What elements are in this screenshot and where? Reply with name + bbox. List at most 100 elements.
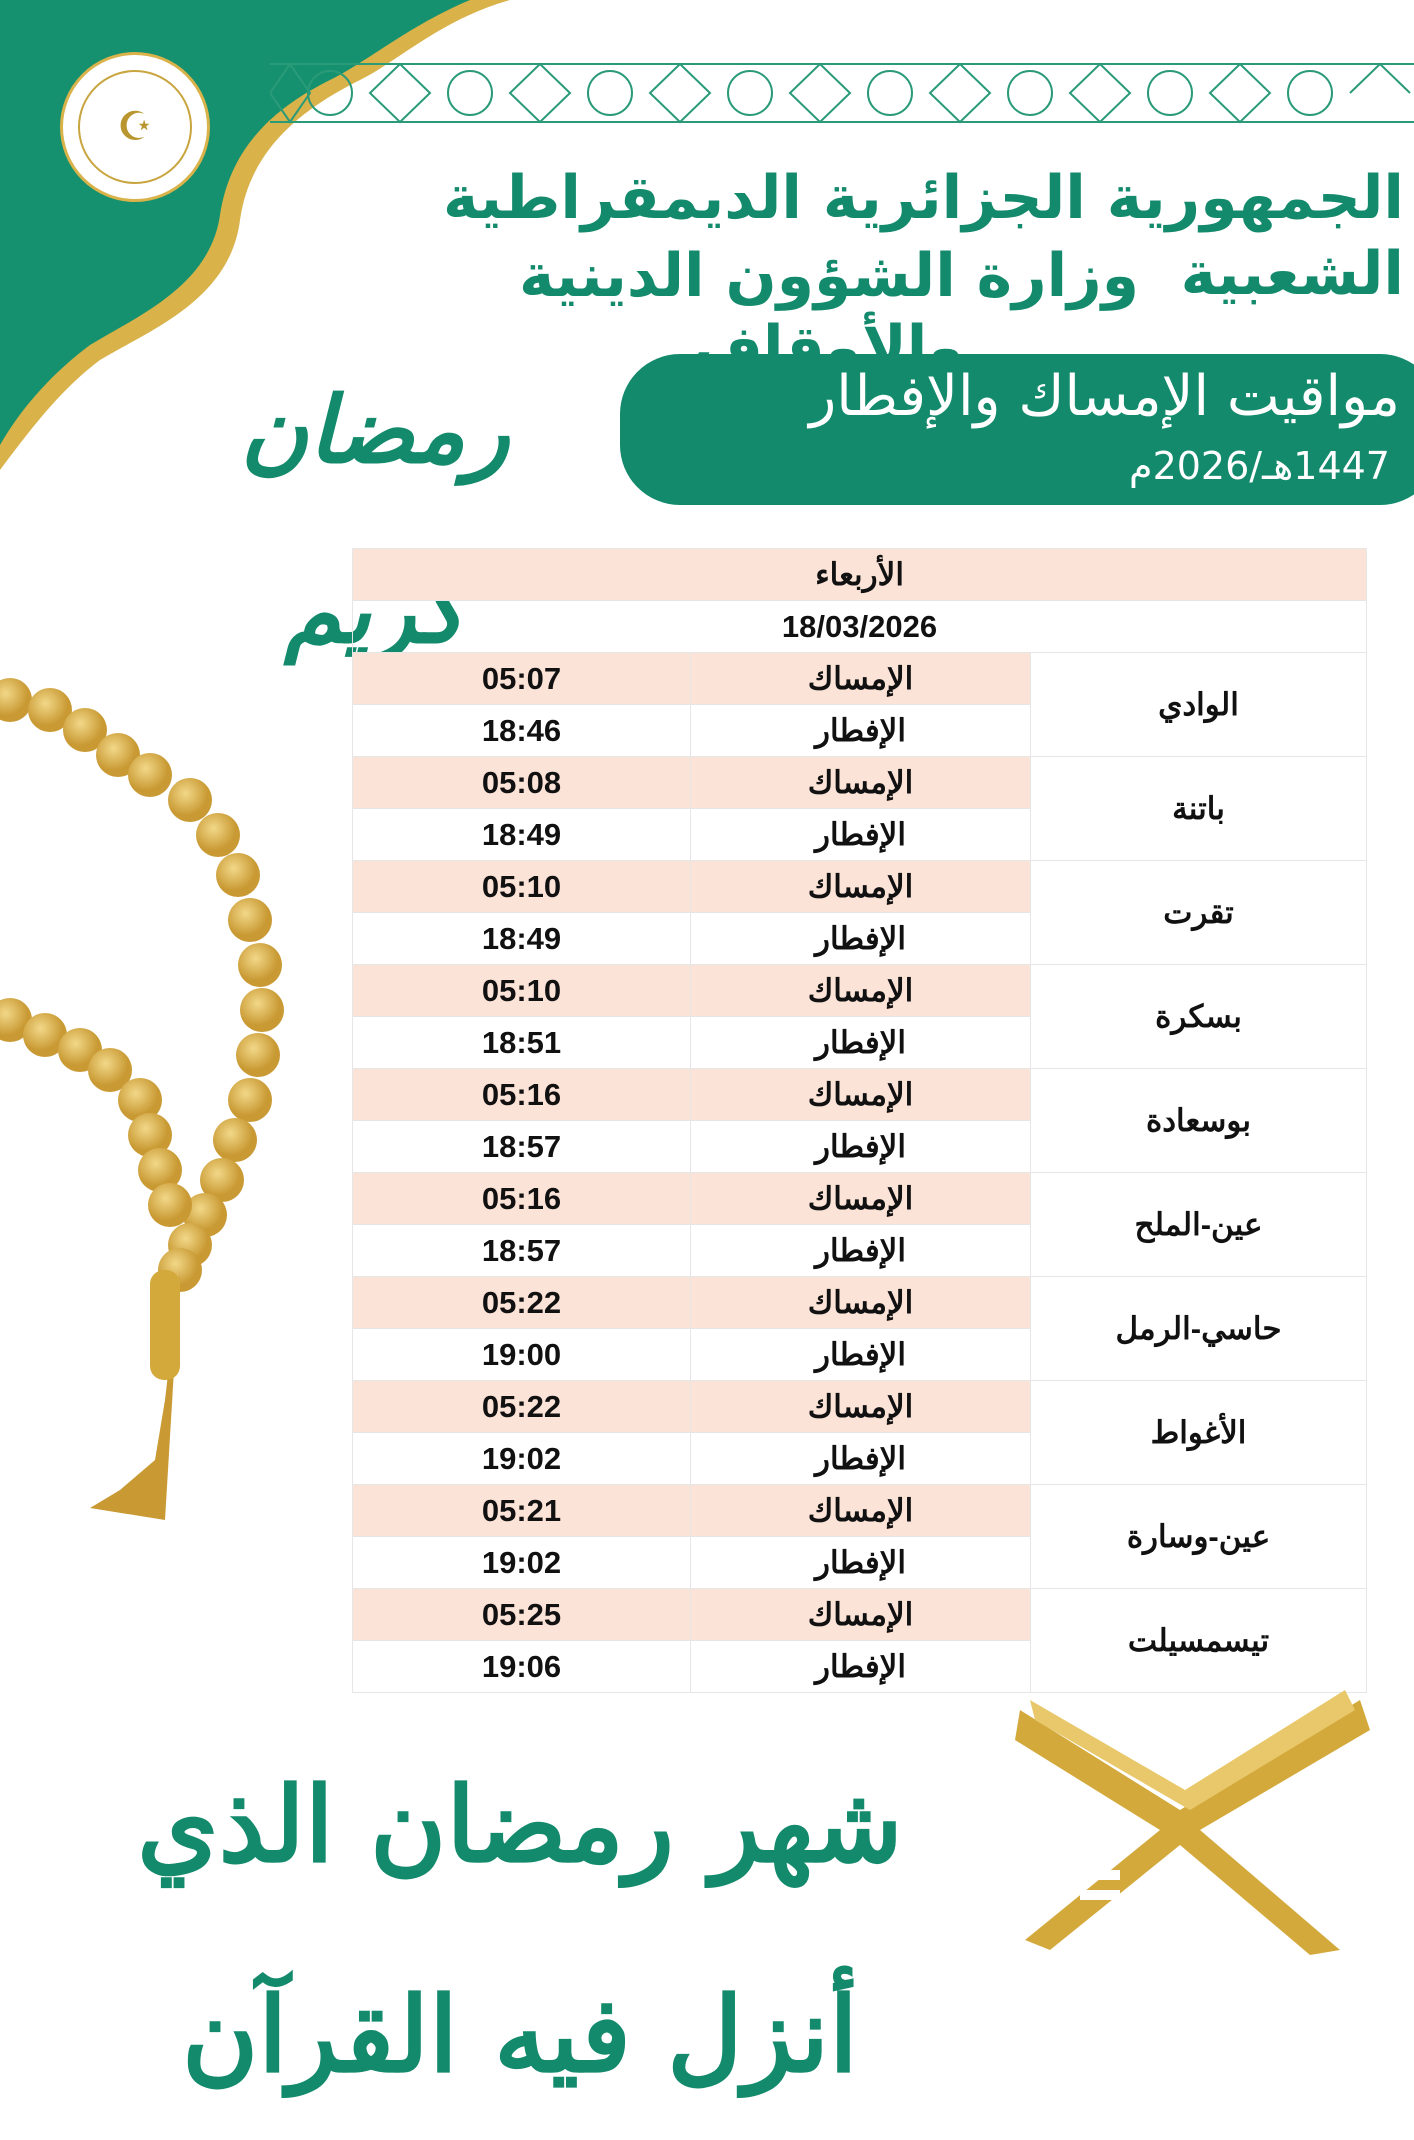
bead — [23, 1013, 67, 1057]
iftar-label: الإفطار — [690, 1536, 1031, 1589]
imsak-label: الإمساك — [690, 860, 1031, 913]
imsak-row: 05:22 الإمساك الأغواط — [352, 1380, 1367, 1485]
iftar-time: 18:51 — [352, 1016, 691, 1069]
verse-calligraphy: شهر رمضان الذي أنزل فيه القرآن — [137, 1763, 903, 2096]
imsak-time: 05:16 — [352, 1172, 691, 1225]
imsak-label: الإمساك — [690, 1172, 1031, 1225]
iftar-label: الإفطار — [690, 1016, 1031, 1069]
imsak-row: 05:07 الإمساك الوادي — [352, 652, 1367, 757]
iftar-time: 19:06 — [352, 1640, 691, 1693]
city-name: حاسي-الرمل — [1030, 1276, 1367, 1381]
bead — [228, 1078, 272, 1122]
imsak-time: 05:10 — [352, 964, 691, 1017]
iftar-time: 19:02 — [352, 1536, 691, 1589]
iftar-time: 19:02 — [352, 1432, 691, 1485]
city-name: عين-الملح — [1030, 1172, 1367, 1277]
ramadan-kareem-calligraphy: رمضان كريم — [240, 376, 510, 664]
crescent-star-icon: ☪ — [78, 70, 192, 184]
imsak-label: الإمساك — [690, 1276, 1031, 1329]
imsak-row: 05:16 الإمساك بوسعادة — [352, 1068, 1367, 1173]
iftar-label: الإفطار — [690, 1432, 1031, 1485]
imsak-label: الإمساك — [690, 756, 1031, 809]
iftar-time: 18:57 — [352, 1120, 691, 1173]
city-name: باتنة — [1030, 756, 1367, 861]
imsak-time: 05:16 — [352, 1068, 691, 1121]
iftar-time: 18:49 — [352, 808, 691, 861]
city-name: تقرت — [1030, 860, 1367, 965]
iftar-label: الإفطار — [690, 1328, 1031, 1381]
bead — [0, 678, 32, 722]
imsak-row: 05:21 الإمساك عين-وسارة — [352, 1484, 1367, 1589]
bead — [128, 753, 172, 797]
bead — [216, 853, 260, 897]
banner-title: مواقيت الإمساك والإفطار — [809, 364, 1400, 429]
bead — [240, 988, 284, 1032]
imsak-row: 05:10 الإمساك تقرت — [352, 860, 1367, 965]
imsak-time: 05:25 — [352, 1588, 691, 1641]
bead — [238, 943, 282, 987]
iftar-label: الإفطار — [690, 1640, 1031, 1693]
bead — [88, 1048, 132, 1092]
imsak-time: 05:21 — [352, 1484, 691, 1537]
bead — [148, 1183, 192, 1227]
prayer-beads-decoration — [0, 678, 284, 1520]
imsak-time: 05:22 — [352, 1380, 691, 1433]
title-banner: مواقيت الإمساك والإفطار 1447هـ/2026م — [620, 354, 1414, 505]
day-cell: الأربعاء — [352, 548, 1367, 601]
imsak-label: الإمساك — [690, 1588, 1031, 1641]
iftar-row: 18:57 الإفطار — [352, 1120, 1367, 1173]
bead — [96, 733, 140, 777]
bead — [236, 1033, 280, 1077]
imsak-label: الإمساك — [690, 964, 1031, 1017]
imsak-label: الإمساك — [690, 1380, 1031, 1433]
imsak-label: الإمساك — [690, 1068, 1031, 1121]
date-cell: 18/03/2026 — [352, 600, 1367, 653]
bead — [138, 1148, 182, 1192]
iftar-time: 18:49 — [352, 912, 691, 965]
iftar-row: 19:02 الإفطار — [352, 1432, 1367, 1485]
imsak-row: 05:22 الإمساك حاسي-الرمل — [352, 1276, 1367, 1381]
iftar-row: 19:00 الإفطار — [352, 1328, 1367, 1381]
bead — [228, 898, 272, 942]
iftar-label: الإفطار — [690, 1120, 1031, 1173]
bead — [213, 1118, 257, 1162]
imsak-row: 05:16 الإمساك عين-الملح — [352, 1172, 1367, 1277]
iftar-time: 18:57 — [352, 1224, 691, 1277]
city-name: الوادي — [1030, 652, 1367, 757]
ministry-emblem: ☪ — [60, 52, 210, 202]
bead — [128, 1113, 172, 1157]
country-title: الجمهورية الجزائرية الديمقراطية الشعبية — [443, 163, 1404, 309]
imsak-row: 05:10 الإمساك بسكرة — [352, 964, 1367, 1069]
bead — [63, 708, 107, 752]
bead — [168, 778, 212, 822]
imsak-row: 05:25 الإمساك تيسمسيلت — [352, 1588, 1367, 1693]
quran-stand-icon — [1015, 1690, 1370, 1955]
iftar-time: 19:00 — [352, 1328, 691, 1381]
iftar-row: 18:51 الإفطار — [352, 1016, 1367, 1069]
iftar-label: الإفطار — [690, 1224, 1031, 1277]
city-name: تيسمسيلت — [1030, 1588, 1367, 1693]
iftar-label: الإفطار — [690, 912, 1031, 965]
iftar-time: 18:46 — [352, 704, 691, 757]
imsak-label: الإمساك — [690, 1484, 1031, 1537]
bead — [118, 1078, 162, 1122]
prayer-times-table: الأربعاء 18/03/2026 05:07 الإمساك الوادي… — [352, 548, 1367, 1693]
city-name: بوسعادة — [1030, 1068, 1367, 1173]
imsak-time: 05:07 — [352, 652, 691, 705]
bead — [28, 688, 72, 732]
iftar-label: الإفطار — [690, 704, 1031, 757]
city-name: بسكرة — [1030, 964, 1367, 1069]
imsak-label: الإمساك — [690, 652, 1031, 705]
city-name: الأغواط — [1030, 1380, 1367, 1485]
bead — [196, 813, 240, 857]
bead — [200, 1158, 244, 1202]
iftar-label: الإفطار — [690, 808, 1031, 861]
imsak-time: 05:22 — [352, 1276, 691, 1329]
iftar-row: 18:57 الإفطار — [352, 1224, 1367, 1277]
imsak-row: 05:08 الإمساك باتنة — [352, 756, 1367, 861]
city-name: عين-وسارة — [1030, 1484, 1367, 1589]
imsak-time: 05:08 — [352, 756, 691, 809]
iftar-row: 19:02 الإفطار — [352, 1536, 1367, 1589]
banner-year: 1447هـ/2026م — [1129, 444, 1390, 488]
star-pattern-band — [270, 62, 1414, 124]
